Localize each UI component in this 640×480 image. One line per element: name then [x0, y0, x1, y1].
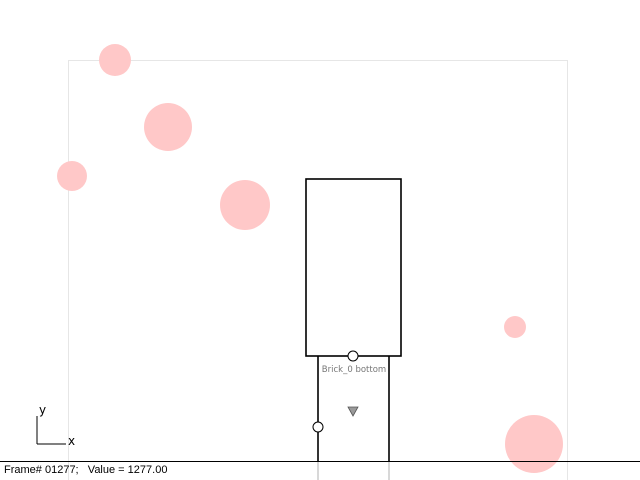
- particle-circle: [220, 180, 270, 230]
- brick-side-handle[interactable]: [313, 422, 323, 432]
- axis-x-label: x: [68, 434, 75, 448]
- status-bar: Frame# 01277; Value = 1277.00: [0, 461, 640, 480]
- brick-bottom-handle[interactable]: [348, 351, 358, 361]
- brick-label: Brick_0 bottom: [322, 365, 386, 375]
- value-readout: 1277.00: [128, 464, 168, 476]
- frame-number: 01277;: [45, 464, 79, 476]
- axis-y-label: y: [39, 403, 46, 417]
- particle-circle: [99, 44, 131, 76]
- particle-circle: [504, 316, 526, 338]
- axis-gizmo: y x: [37, 403, 75, 448]
- value-label: Value =: [88, 464, 125, 476]
- particle-circle: [144, 103, 192, 151]
- pivot-triangle-icon[interactable]: [348, 407, 358, 416]
- frame-label: Frame#: [4, 464, 42, 476]
- particle-circle: [57, 161, 87, 191]
- brick-upper[interactable]: [306, 179, 401, 356]
